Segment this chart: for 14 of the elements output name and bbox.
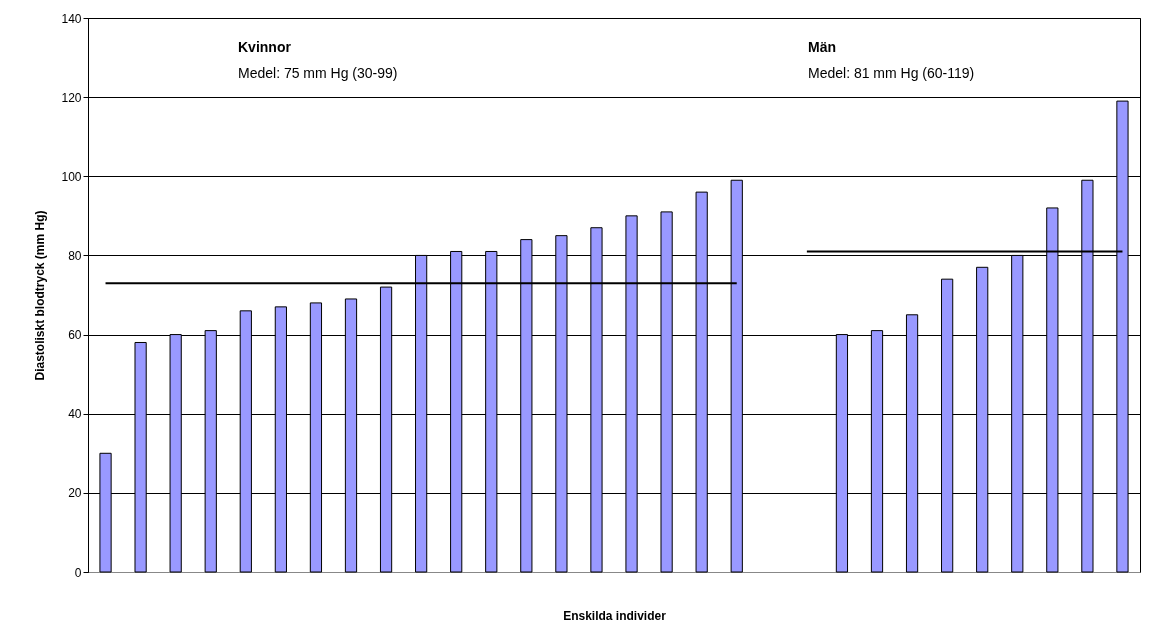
y-tick-label: 40	[68, 407, 82, 422]
y-tick-label: 140	[61, 11, 82, 26]
annotation: Kvinnor	[238, 39, 292, 55]
y-axis-title: Diastoliskt blodtryck (mm Hg)	[33, 210, 48, 381]
x-axis-title: Enskilda individer	[563, 608, 667, 623]
y-tick-label: 80	[68, 248, 82, 263]
y-tick-label: 120	[61, 90, 82, 105]
y-tick-label: 60	[68, 328, 82, 343]
y-tick-label: 0	[74, 565, 82, 580]
annotation: Män	[808, 39, 836, 55]
y-tick-label: 20	[68, 486, 82, 501]
y-tick-label: 100	[61, 169, 82, 184]
annotation: Medel: 81 mm Hg (60-119)	[808, 65, 975, 81]
annotation: Medel: 75 mm Hg (30-99)	[238, 65, 398, 81]
